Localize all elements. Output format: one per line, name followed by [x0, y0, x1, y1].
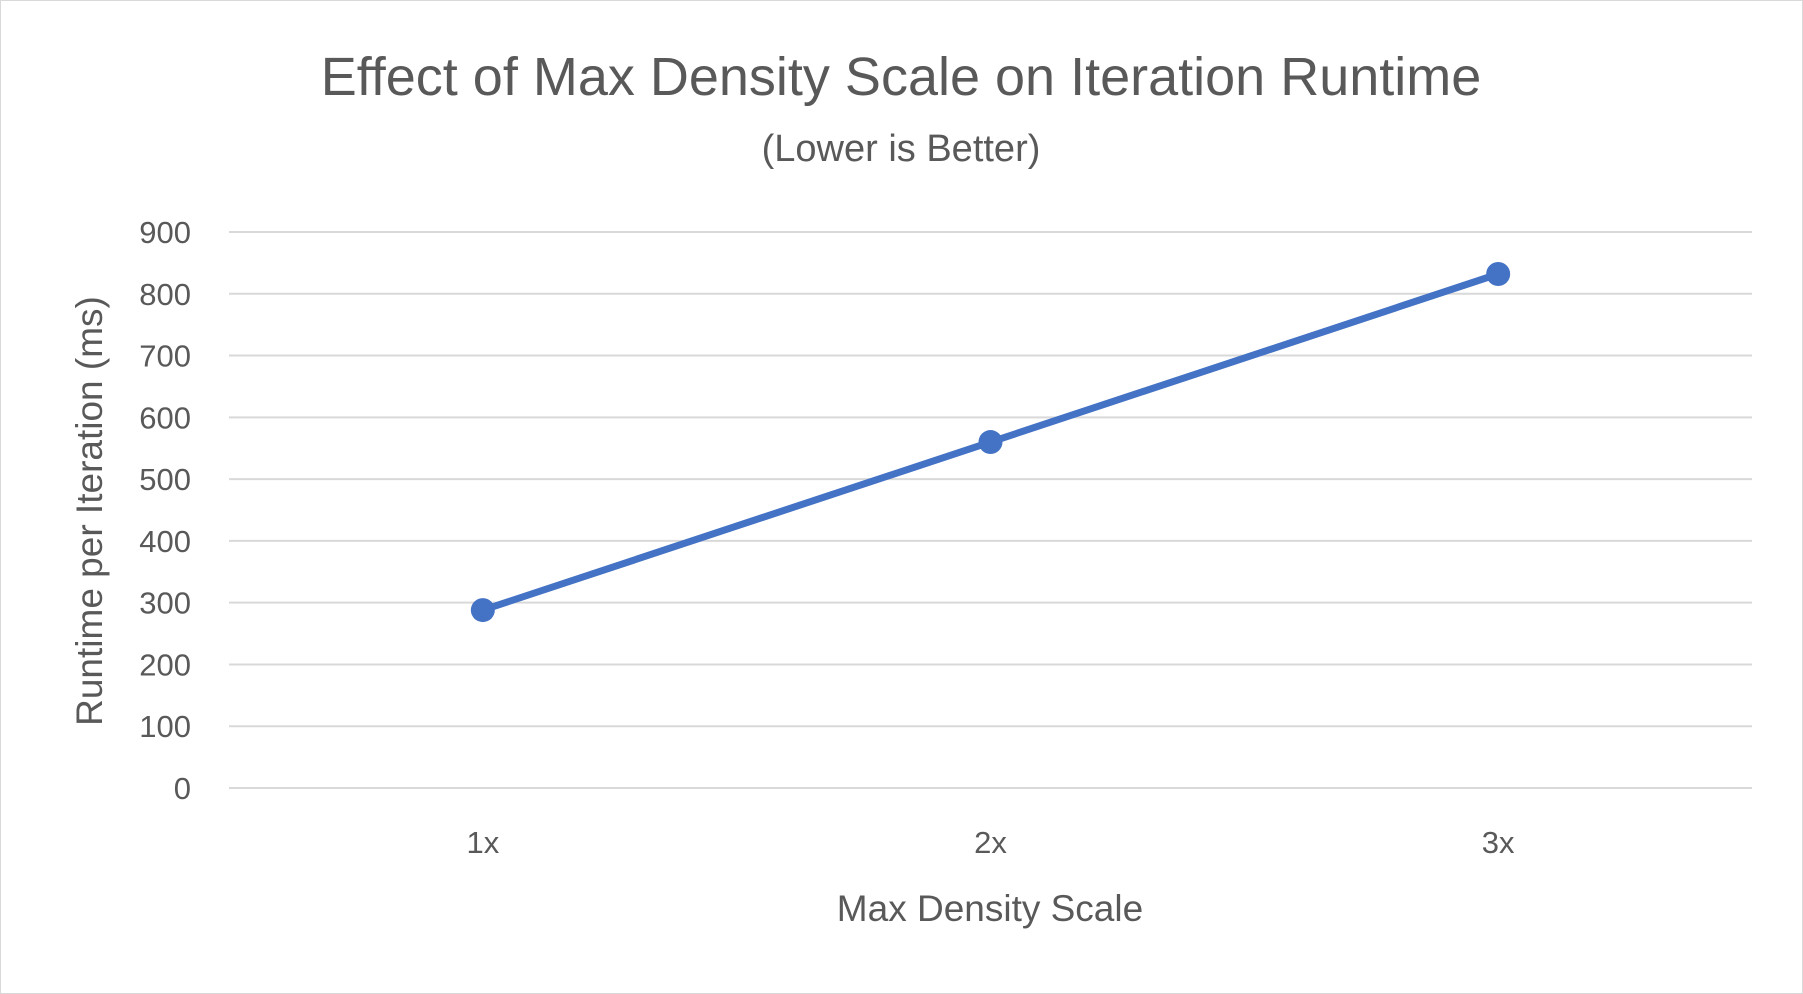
y-tick-label: 700: [139, 339, 191, 374]
data-point-2x: [978, 430, 1003, 455]
x-axis-label: Max Density Scale: [837, 888, 1143, 929]
x-axis-ticks: 1x 2x 3x: [466, 825, 1515, 860]
series-layer: [470, 262, 1511, 623]
y-axis-label: Runtime per Iteration (ms): [69, 296, 110, 726]
y-tick-label: 100: [139, 709, 191, 744]
data-point-3x: [1486, 262, 1511, 287]
y-tick-label: 300: [139, 586, 191, 621]
data-point-1x: [470, 598, 495, 623]
chart-title: Effect of Max Density Scale on Iteration…: [321, 47, 1482, 107]
x-tick-label: 1x: [466, 825, 499, 860]
gridlines: [229, 231, 1752, 789]
y-tick-label: 400: [139, 524, 191, 559]
y-tick-label: 500: [139, 462, 191, 497]
y-tick-label: 200: [139, 647, 191, 682]
chart-subtitle: (Lower is Better): [762, 128, 1041, 170]
x-tick-label: 3x: [1482, 825, 1515, 860]
x-tick-label: 2x: [974, 825, 1007, 860]
y-tick-label: 900: [139, 215, 191, 250]
y-tick-label: 600: [139, 400, 191, 435]
y-tick-label: 0: [174, 771, 191, 806]
y-axis-ticks: 0 100 200 300 400 500 600 700 800 900: [139, 215, 191, 806]
y-tick-label: 800: [139, 277, 191, 312]
